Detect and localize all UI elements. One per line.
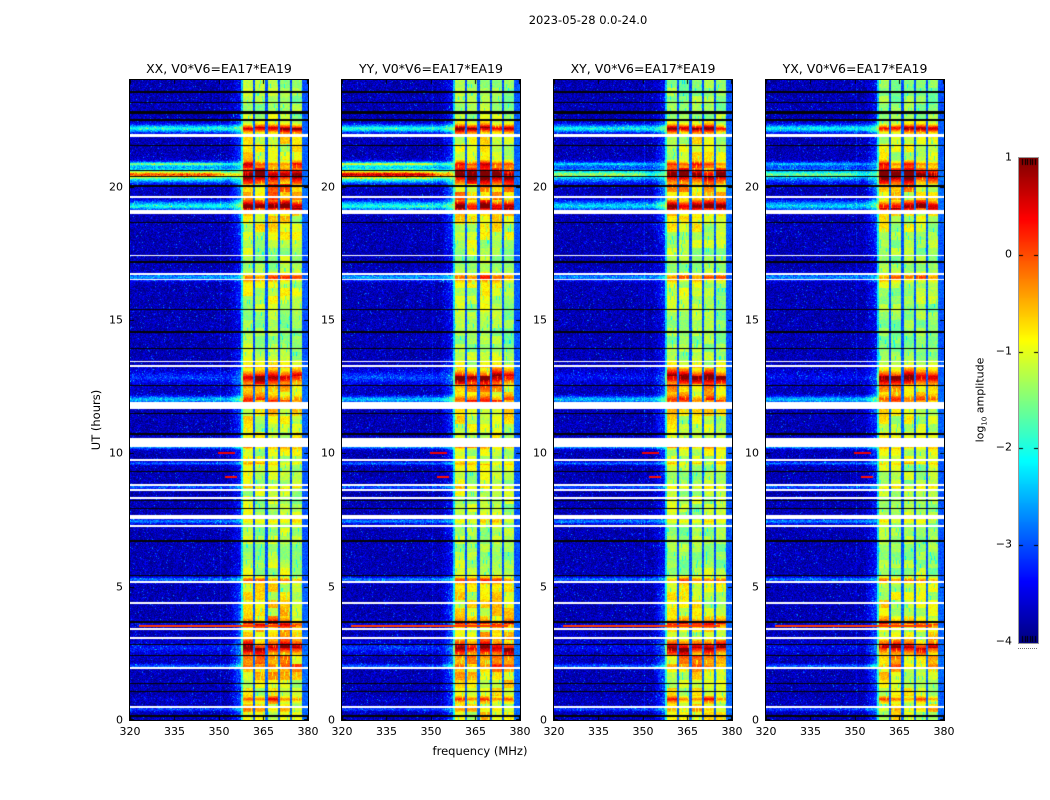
y-tick-label: 15 <box>745 313 759 327</box>
x-tick-label: 320 <box>119 725 141 738</box>
y-tick-label: 10 <box>321 446 335 460</box>
y-tick-label: 10 <box>745 446 759 460</box>
y-tick-label: 15 <box>109 313 123 327</box>
x-tick-label: 320 <box>543 725 565 738</box>
x-tick-label: 365 <box>889 725 910 738</box>
colorbar-tick-label: 1 <box>1005 150 1012 164</box>
x-tick-label: 365 <box>677 725 698 738</box>
x-tick-label: 320 <box>331 725 353 738</box>
y-tick-label: 5 <box>540 580 547 594</box>
y-tick-label: 15 <box>321 313 335 327</box>
x-tick-label: 365 <box>465 725 486 738</box>
x-tick-label: 335 <box>588 725 609 738</box>
x-tick-label: 320 <box>755 725 777 738</box>
spectrogram-panel-xx <box>129 79 309 721</box>
colorbar-tick-label: −3 <box>995 537 1012 551</box>
y-tick-label: 10 <box>533 446 547 460</box>
colorbar <box>1018 157 1039 644</box>
y-tick-label: 0 <box>752 713 759 727</box>
x-tick-label: 380 <box>509 725 531 738</box>
x-axis-label: frequency (MHz) <box>432 744 528 758</box>
spectrogram-panel-xy <box>553 79 733 721</box>
y-tick-label: 0 <box>116 713 123 727</box>
y-axis-label: UT (hours) <box>89 389 103 451</box>
panel-title-yx: YX, V0*V6=EA17*EA19 <box>782 61 928 76</box>
y-tick-label: 5 <box>328 580 335 594</box>
y-tick-label: 20 <box>109 180 123 194</box>
x-tick-label: 350 <box>420 725 442 738</box>
x-tick-label: 380 <box>721 725 743 738</box>
panel-title-yy: YY, V0*V6=EA17*EA19 <box>359 61 503 76</box>
y-tick-label: 0 <box>328 713 335 727</box>
x-tick-label: 380 <box>933 725 955 738</box>
x-tick-label: 350 <box>208 725 230 738</box>
y-tick-label: 20 <box>745 180 759 194</box>
spectrogram-panel-yy <box>341 79 521 721</box>
x-tick-label: 335 <box>376 725 397 738</box>
colorbar-tick-label: 0 <box>1005 247 1012 261</box>
colorbar-end-dots <box>1018 648 1037 649</box>
colorbar-tick-label: −4 <box>995 634 1012 648</box>
y-tick-label: 10 <box>109 446 123 460</box>
colorbar-tick-label: −2 <box>995 440 1012 454</box>
colorbar-tick-label: −1 <box>995 344 1012 358</box>
y-tick-label: 20 <box>321 180 335 194</box>
panel-title-xx: XX, V0*V6=EA17*EA19 <box>146 61 292 76</box>
x-tick-label: 350 <box>632 725 654 738</box>
x-tick-label: 350 <box>844 725 866 738</box>
x-tick-label: 365 <box>253 725 274 738</box>
y-tick-label: 15 <box>533 313 547 327</box>
figure-title: 2023-05-28 0.0-24.0 <box>528 13 648 27</box>
y-tick-label: 5 <box>752 580 759 594</box>
y-tick-label: 20 <box>533 180 547 194</box>
y-tick-label: 5 <box>116 580 123 594</box>
y-tick-label: 0 <box>540 713 547 727</box>
x-tick-label: 335 <box>800 725 821 738</box>
spectrogram-panel-yx <box>765 79 945 721</box>
x-tick-label: 380 <box>297 725 319 738</box>
panel-title-xy: XY, V0*V6=EA17*EA19 <box>570 61 716 76</box>
colorbar-label: log10 amplitude <box>973 357 989 443</box>
x-tick-label: 335 <box>164 725 185 738</box>
